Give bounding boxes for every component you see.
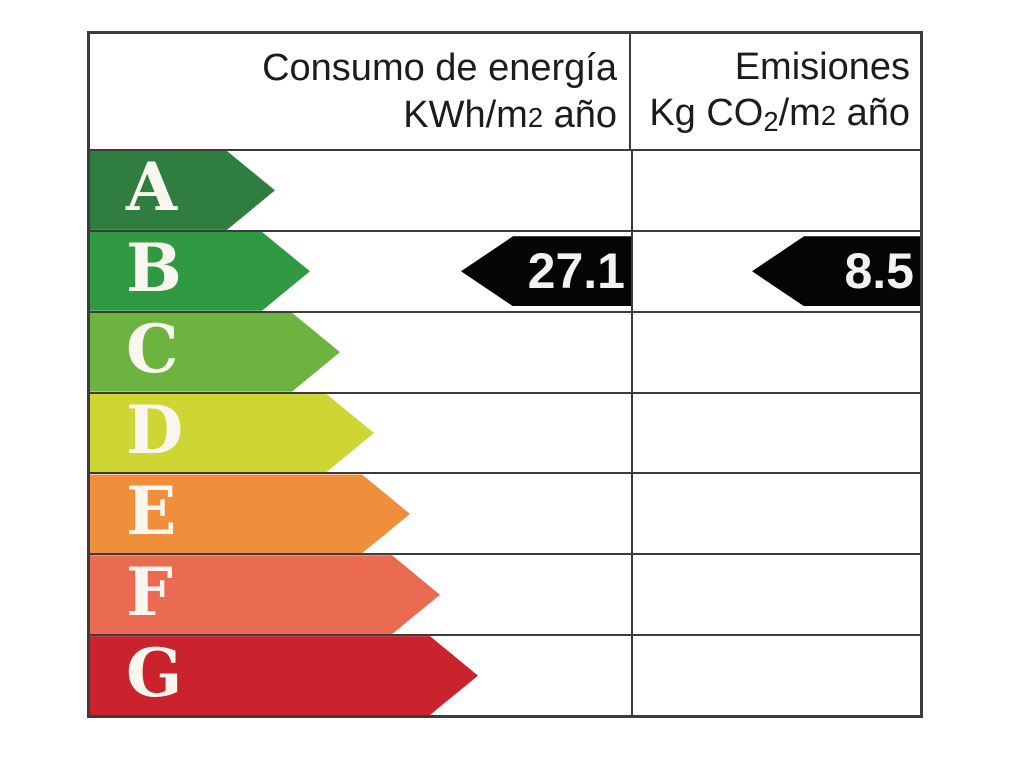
emissions-title: Emisiones [734, 46, 910, 89]
rating-row-b-emissions-cell: 8.5 [633, 232, 920, 311]
rating-row-b: B 27.1 8.5 [90, 231, 920, 313]
rating-row-a-emissions-cell [633, 151, 920, 230]
rating-letter-a: A [126, 148, 178, 227]
rating-row-a: A [90, 151, 920, 232]
consumption-title: Consumo de energía [262, 47, 617, 90]
rating-row-e-consumption-cell: E [90, 474, 633, 554]
emissions-value-arrow: 8.5 [752, 236, 920, 307]
rating-row-e: E [90, 474, 920, 556]
energy-certificate-table: Consumo de energía KWh/m2 año Emisiones … [87, 31, 923, 718]
table-header: Consumo de energía KWh/m2 año Emisiones … [90, 34, 920, 151]
rating-letter-b: B [126, 229, 182, 308]
rating-row-f: F [90, 555, 920, 637]
rating-row-d-emissions-cell [633, 394, 920, 473]
rating-arrow-f: F [90, 555, 440, 634]
rating-arrow-b: B [90, 232, 310, 311]
rating-row-g: G [90, 636, 920, 716]
consumption-value-arrow: 27.1 [461, 236, 631, 307]
rating-row-g-consumption-cell: G [90, 636, 633, 716]
rating-row-a-consumption-cell: A [90, 151, 633, 230]
emissions-header-cell: Emisiones Kg CO2/m2 año [631, 34, 920, 149]
rating-letter-f: F [126, 552, 173, 631]
emissions-value: 8.5 [844, 243, 914, 300]
rating-row-f-emissions-cell [633, 555, 920, 634]
rating-arrow-c: C [90, 313, 340, 392]
rating-row-c: C [90, 312, 920, 394]
rating-row-e-emissions-cell [633, 474, 920, 553]
rating-arrow-g: G [90, 636, 478, 715]
rating-row-c-emissions-cell [633, 313, 920, 392]
rating-row-f-consumption-cell: F [90, 555, 633, 635]
emissions-unit-label: Kg CO2/m2 año [649, 92, 910, 138]
rating-rows: A B 27.1 8.5 [90, 151, 920, 716]
rating-row-b-consumption-cell: B 27.1 [90, 231, 633, 311]
consumption-unit-label: KWh/m2 año [403, 93, 617, 136]
rating-letter-g: G [126, 633, 183, 712]
rating-letter-e: E [126, 471, 177, 550]
rating-row-c-consumption-cell: C [90, 312, 633, 392]
rating-letter-c: C [126, 310, 179, 389]
rating-letter-d: D [126, 391, 184, 469]
rating-arrow-a: A [90, 151, 275, 230]
rating-arrow-d: D [90, 394, 374, 473]
consumption-header-cell: Consumo de energía KWh/m2 año [90, 34, 631, 149]
rating-row-d: D [90, 393, 920, 475]
consumption-value: 27.1 [527, 243, 625, 300]
rating-row-d-consumption-cell: D [90, 393, 633, 473]
rating-arrow-e: E [90, 474, 410, 553]
rating-row-g-emissions-cell [633, 636, 920, 715]
